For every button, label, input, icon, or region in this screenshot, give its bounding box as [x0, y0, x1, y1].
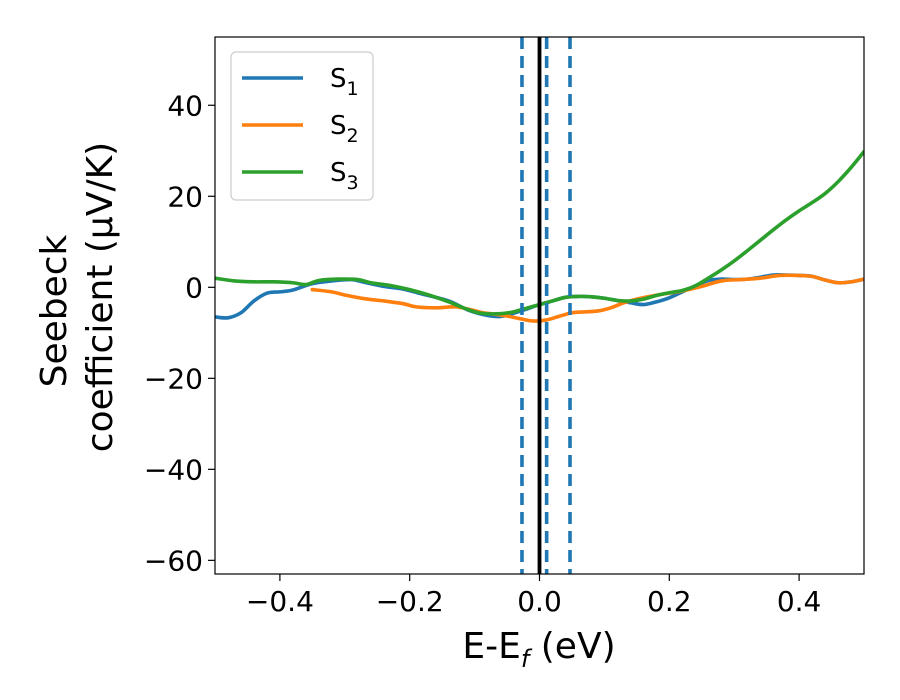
y-tick-label: 40: [167, 89, 203, 122]
legend-label-s3: S3: [330, 158, 359, 194]
legend-label-s2: S2: [330, 111, 359, 147]
x-axis: −0.4 −0.2 0.0 0.2 0.4: [246, 574, 821, 618]
x-tick-label: 0.4: [777, 585, 822, 618]
series-line-s2: [310, 273, 864, 323]
y-tick-label: 0: [185, 271, 203, 304]
legend: S1 S2 S3: [230, 51, 374, 201]
y-axis: −60 −40 −20 0 20 40: [144, 89, 215, 577]
y-axis-title-line2: coefficient (μV/K): [80, 142, 121, 452]
x-tick-label: 0.0: [517, 585, 562, 618]
x-tick-label: −0.4: [246, 585, 314, 618]
y-tick-label: −60: [144, 544, 203, 577]
series-line-s3: [215, 149, 864, 316]
y-tick-label: 20: [167, 180, 203, 213]
y-tick-label: −40: [144, 453, 203, 486]
plot-area: [215, 37, 864, 574]
x-tick-label: −0.2: [376, 585, 444, 618]
y-axis-title: Seebeck coefficient (μV/K): [34, 142, 121, 452]
x-tick-label: 0.2: [647, 585, 692, 618]
y-tick-label: −20: [144, 362, 203, 395]
legend-label-s1: S1: [330, 64, 359, 100]
x-axis-title: E-Ef (eV): [462, 626, 615, 673]
y-axis-title-line1: Seebeck: [34, 234, 75, 387]
